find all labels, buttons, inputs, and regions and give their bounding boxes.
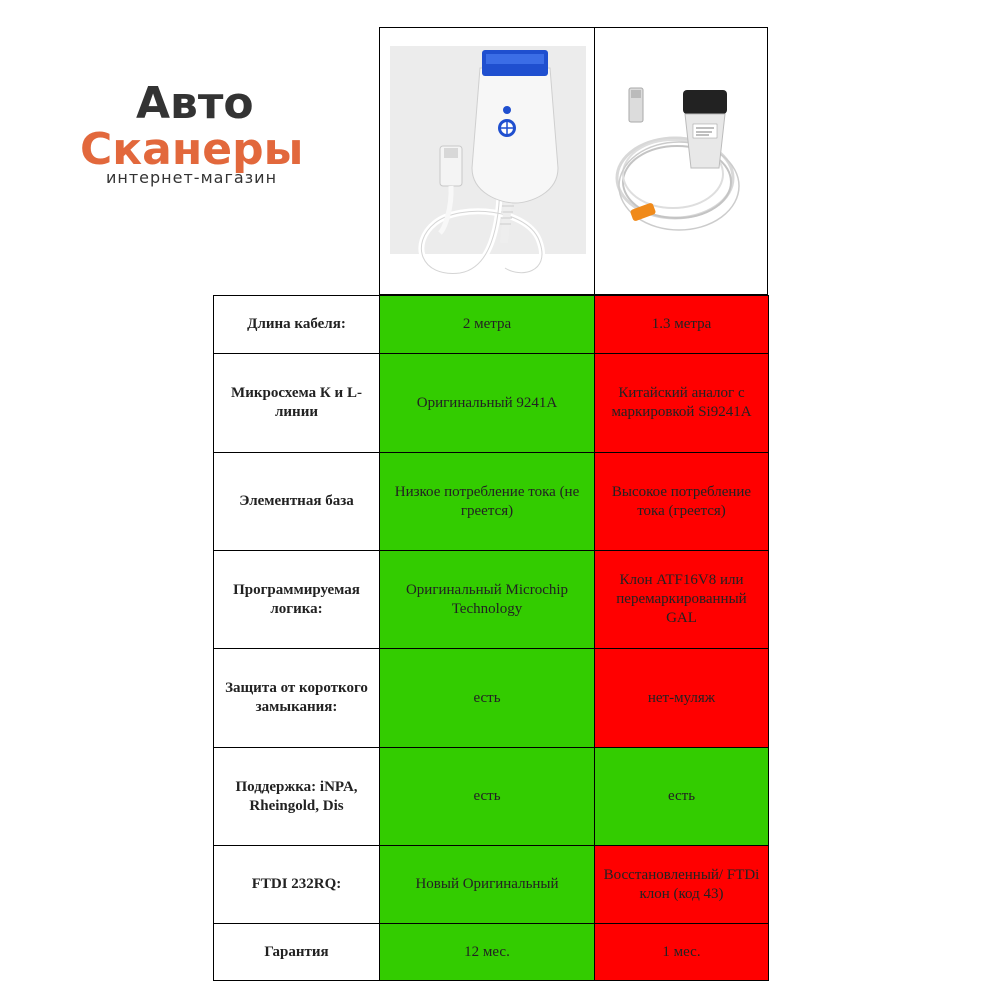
row-label: Поддержка: iNPA, Rheingold, Dis: [213, 747, 380, 846]
row-label: Программируемая логика:: [213, 550, 380, 649]
logo-tagline: интернет-магазин: [106, 168, 278, 187]
row-label: Элементная база: [213, 452, 380, 551]
original-value: есть: [379, 648, 595, 748]
clone-value: Высокое потребление тока (греется): [594, 452, 769, 551]
logo-line-skanery: Сканеры: [80, 124, 304, 175]
original-value: 2 метра: [379, 295, 595, 354]
original-value: 12 мес.: [379, 923, 595, 981]
table-row: Микросхема К и L-линии Оригинальный 9241…: [213, 353, 769, 453]
table-row: Защита от короткого замыкания: есть нет-…: [213, 648, 769, 748]
clone-value: 1 мес.: [594, 923, 769, 981]
clone-value: Восстановленный/ FTDi клон (код 43): [594, 845, 769, 924]
original-cable-photo: [379, 27, 594, 295]
row-label: Гарантия: [213, 923, 380, 981]
table-row: Поддержка: iNPA, Rheingold, Dis есть ест…: [213, 747, 769, 846]
table-row: FTDI 232RQ: Новый Оригинальный Восстанов…: [213, 845, 769, 924]
original-value: Новый Оригинальный: [379, 845, 595, 924]
original-cable-image: [390, 46, 586, 277]
row-label: FTDI 232RQ:: [213, 845, 380, 924]
clone-value: Клон ATF16V8 или перемаркированный GAL: [594, 550, 769, 649]
clone-value: Китайский аналог с маркировкой Si9241A: [594, 353, 769, 453]
original-value: Оригинальный Microchip Technology: [379, 550, 595, 649]
comparison-table: Длина кабеля: 2 метра 1.3 метра Микросхе…: [213, 295, 769, 981]
table-row: Элементная база Низкое потребление тока …: [213, 452, 769, 551]
row-label: Длина кабеля:: [213, 295, 380, 354]
clone-value: есть: [594, 747, 769, 846]
original-value: есть: [379, 747, 595, 846]
clone-cable-image: [615, 87, 740, 231]
logo: Авто Сканеры интернет-магазин: [80, 78, 310, 188]
logo-line-avto: Авто: [136, 78, 254, 129]
table-row: Программируемая логика: Оригинальный Mic…: [213, 550, 769, 649]
original-value: Низкое потребление тока (не греется): [379, 452, 595, 551]
clone-value: 1.3 метра: [594, 295, 769, 354]
table-row: Длина кабеля: 2 метра 1.3 метра: [213, 295, 769, 354]
clone-cable-photo: [594, 27, 768, 295]
original-value: Оригинальный 9241A: [379, 353, 595, 453]
table-row: Гарантия 12 мес. 1 мес.: [213, 923, 769, 981]
row-label: Защита от короткого замыкания:: [213, 648, 380, 748]
clone-value: нет-муляж: [594, 648, 769, 748]
row-label: Микросхема К и L-линии: [213, 353, 380, 453]
